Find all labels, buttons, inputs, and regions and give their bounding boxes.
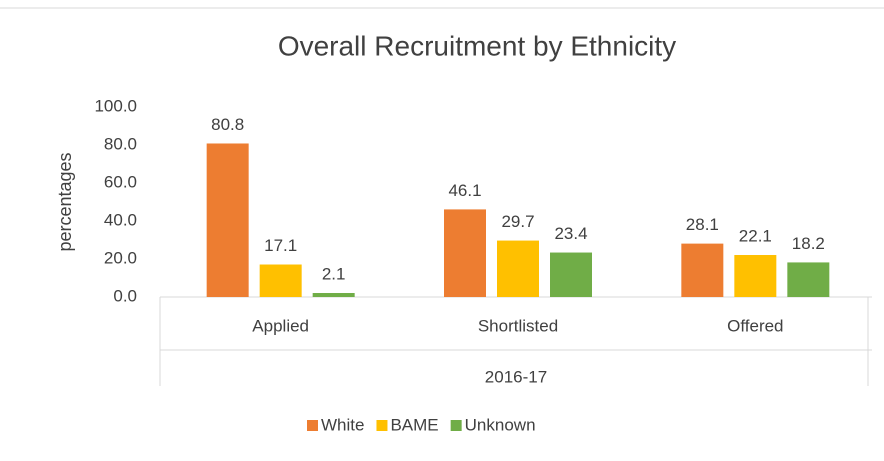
data-label: 18.2	[792, 234, 825, 253]
legend-label: Unknown	[465, 415, 536, 434]
y-tick-label: 100.0	[94, 96, 137, 115]
data-label: 17.1	[264, 236, 297, 255]
data-label: 29.7	[501, 212, 534, 231]
y-tick-label: 80.0	[104, 134, 137, 153]
bar	[734, 255, 777, 297]
bar	[312, 293, 355, 297]
bar	[497, 240, 539, 297]
x-tick-label: Offered	[727, 316, 783, 335]
data-label: 23.4	[554, 224, 587, 243]
y-tick-label: 0.0	[113, 286, 137, 305]
y-tick-label: 20.0	[104, 248, 137, 267]
bar	[206, 143, 249, 297]
data-label: 80.8	[211, 115, 244, 134]
y-tick-label: 40.0	[104, 210, 137, 229]
x-tick-label: Applied	[252, 316, 309, 335]
y-axis-label: percentages	[55, 152, 75, 251]
bar	[550, 252, 592, 297]
legend-swatch	[307, 420, 318, 431]
data-label: 46.1	[448, 181, 481, 200]
x-tick-label: Shortlisted	[478, 316, 558, 335]
data-label: 22.1	[739, 226, 772, 245]
bar	[681, 243, 724, 297]
chart-title: Overall Recruitment by Ethnicity	[278, 30, 676, 61]
data-label: 2.1	[322, 264, 346, 283]
bar	[787, 262, 830, 297]
bar	[259, 264, 302, 297]
group-label: 2016-17	[485, 367, 547, 386]
bar	[444, 209, 486, 297]
y-tick-label: 60.0	[104, 172, 137, 191]
legend-label: BAME	[390, 415, 438, 434]
legend-swatch	[376, 420, 388, 431]
legend-swatch	[450, 420, 462, 431]
data-label: 28.1	[686, 215, 719, 234]
legend-label: White	[321, 415, 364, 434]
